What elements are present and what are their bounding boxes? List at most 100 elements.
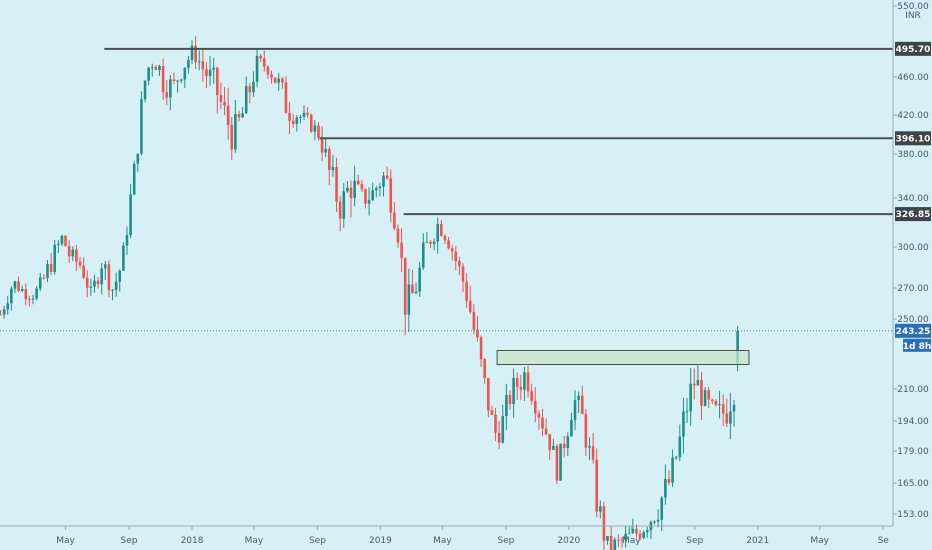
currency-unit-label: INR [905,11,921,21]
y-tick-label: 550.00 [897,2,929,12]
candle-body [6,303,10,310]
candle-body [93,280,96,287]
candle-body [143,80,147,100]
candle-body [620,539,624,541]
candle-body [729,411,732,424]
candle-body [154,67,158,71]
price-axis[interactable]: 550.00 460.00 420.00 380.00 340.00 300.00 270.… [893,2,929,520]
x-tick-label: 2020 [557,536,580,546]
candle-body [107,264,111,291]
candle-body [17,281,20,291]
candle-body [248,86,252,93]
candle-body [472,312,476,330]
price-axis-badges: 495.70 396.10 326.85 243.25 1d 8h [895,41,931,352]
candle-body [237,114,241,118]
candle-body [714,401,718,405]
candle-body [49,264,53,272]
candle-body [197,61,201,63]
candle-body [353,180,356,199]
candle-body [24,289,28,300]
candle-body [2,309,6,315]
time-axis[interactable]: May Sep 2018 May Sep 2019 May Sep 2020 May Sep 2021… [56,526,889,546]
candle-body [302,112,306,117]
candle-body [541,417,544,429]
candle-body [519,386,523,390]
candle-body [573,400,577,421]
candle-body [140,99,143,154]
candle-body [483,359,486,379]
level-badge-label: 396.10 [896,134,931,144]
candle-body [613,539,617,550]
x-tick-label: Sep [686,536,703,546]
candle-body [584,414,588,448]
level-badge-label: 326.85 [896,210,931,220]
candle-body [577,395,580,401]
candle-body [555,445,559,481]
candle-body [0,314,2,316]
candle-body [223,101,226,106]
candle-body [656,519,660,522]
candle-body [132,163,136,195]
candle-body [450,248,454,252]
candle-body [458,261,461,267]
candle-body [219,95,223,102]
y-tick-label: 194.00 [897,417,929,427]
candle-body [46,264,49,279]
candle-body [259,55,262,59]
candle-body [494,414,497,433]
candle-body [190,45,194,60]
candle-body [476,329,479,338]
candle-body [244,86,248,114]
candle-body [136,153,140,164]
x-tick-label: May [810,536,829,546]
candle-body [111,290,114,292]
candle-body [208,69,212,77]
candle-body [129,194,132,236]
x-tick-label: May [245,536,264,546]
candle-body [664,479,667,498]
candle-body [57,243,60,245]
candle-body [533,400,537,414]
candle-body [201,61,205,70]
candle-body [85,277,89,288]
candle-body [42,277,46,279]
candle-body [291,120,295,124]
candle-body [60,235,64,244]
candle-body [570,420,573,437]
candle-body [367,200,371,204]
x-tick-label: Sep [497,536,514,546]
candle-body [349,187,353,199]
candle-body [194,45,197,63]
candle-body [396,228,400,243]
last-price-badge-label: 243.25 [896,327,931,337]
candle-body [468,300,472,313]
last-price-badge [895,323,931,338]
candle-body [393,212,396,229]
candle-body [696,380,700,386]
candle-body [436,224,440,242]
y-tick-label: 340.00 [897,194,929,204]
candle-body [627,532,631,534]
candle-body [183,67,187,80]
candle-body [342,191,346,219]
candle-body [736,330,739,365]
horizontal-levels [104,47,893,216]
level-badge [895,41,931,56]
candle-body [548,434,552,450]
y-tick-label: 179.00 [897,447,929,457]
candle-body [667,479,671,483]
x-tick-label: May [56,536,75,546]
candle-body [118,270,122,282]
candle-body [566,436,570,448]
candle-body [53,244,57,272]
candle-body [465,281,468,301]
candle-body [364,189,367,204]
candle-body [685,411,689,413]
candle-body [562,443,566,448]
candle-body [508,395,512,405]
candle-body [624,533,627,540]
candle-body [150,67,154,69]
candle-body [497,432,501,443]
candle-body [447,240,450,249]
